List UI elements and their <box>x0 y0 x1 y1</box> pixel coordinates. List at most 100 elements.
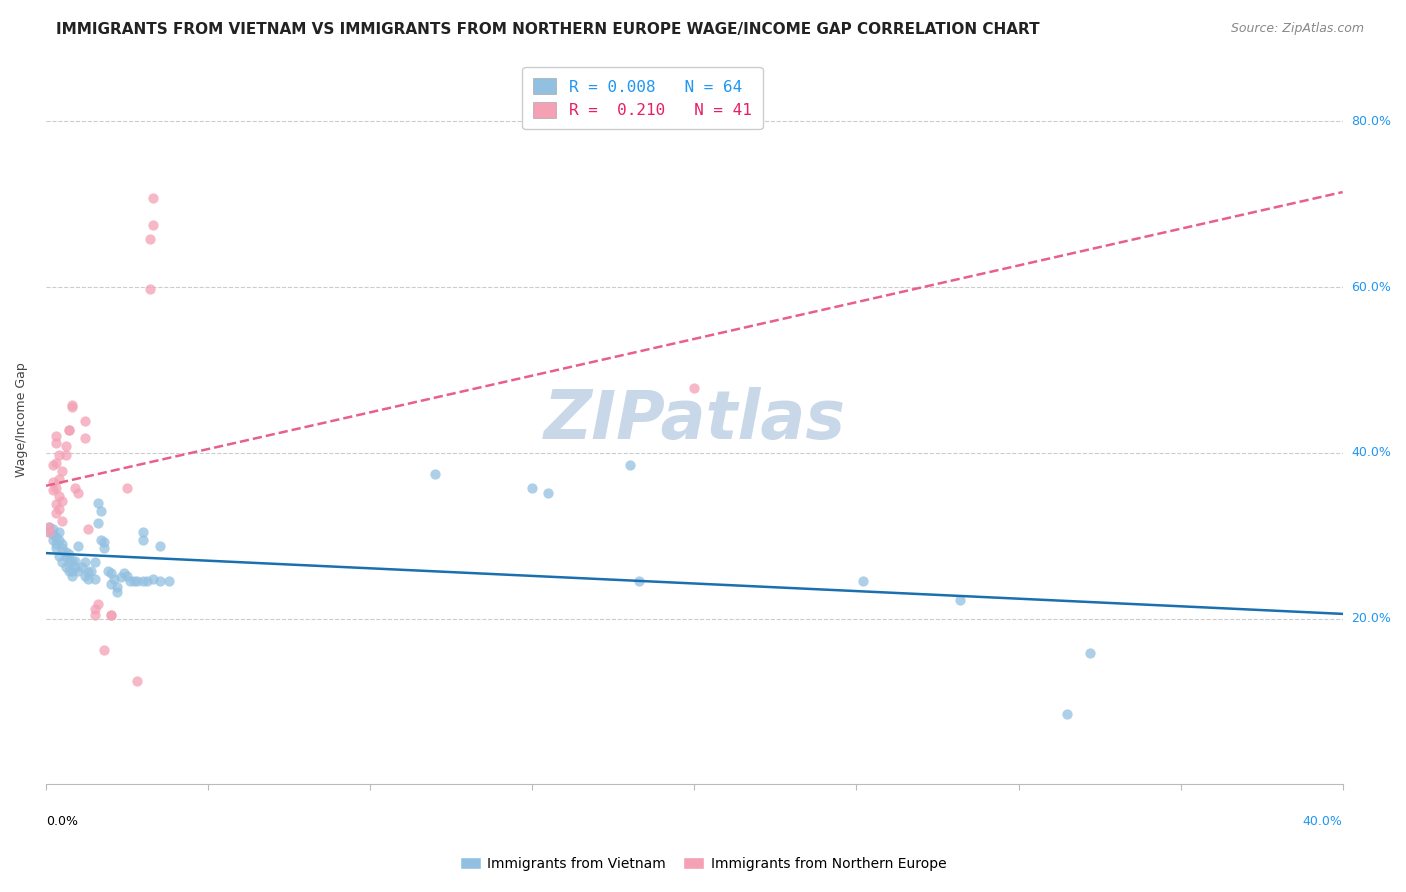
Point <box>67 485 90 500</box>
Point <box>55 549 77 564</box>
Point <box>45 481 67 495</box>
Text: 80.0%: 80.0% <box>1351 115 1391 128</box>
Point <box>51 494 73 508</box>
Point <box>97 564 120 578</box>
Point <box>135 574 157 589</box>
Point <box>73 555 96 569</box>
Point <box>83 555 105 569</box>
Point <box>1078 647 1101 661</box>
Point <box>58 423 80 437</box>
Point <box>80 564 103 578</box>
Point <box>48 533 70 547</box>
Point <box>90 533 112 547</box>
Point <box>45 497 67 511</box>
Point <box>157 574 180 589</box>
Point <box>77 522 100 536</box>
Point <box>58 564 80 578</box>
Text: Source: ZipAtlas.com: Source: ZipAtlas.com <box>1230 22 1364 36</box>
Point <box>45 537 67 551</box>
Point <box>70 560 93 574</box>
Point <box>103 572 125 586</box>
Legend: R = 0.008   N = 64, R =  0.210   N = 41: R = 0.008 N = 64, R = 0.210 N = 41 <box>522 67 762 129</box>
Point <box>142 191 165 205</box>
Point <box>852 574 875 589</box>
Text: ZIPatlas: ZIPatlas <box>543 387 845 453</box>
Point <box>45 456 67 470</box>
Point <box>93 535 115 549</box>
Point <box>1056 706 1078 721</box>
Point <box>683 381 706 395</box>
Point <box>522 481 544 495</box>
Point <box>110 570 132 584</box>
Point <box>48 502 70 516</box>
Point <box>87 597 110 611</box>
Point <box>100 607 122 622</box>
Point <box>125 673 148 688</box>
Point <box>41 483 63 498</box>
Point <box>93 541 115 556</box>
Point <box>122 574 145 589</box>
Point <box>73 414 96 428</box>
Point <box>55 545 77 559</box>
Text: IMMIGRANTS FROM VIETNAM VS IMMIGRANTS FROM NORTHERN EUROPE WAGE/INCOME GAP CORRE: IMMIGRANTS FROM VIETNAM VS IMMIGRANTS FR… <box>56 22 1040 37</box>
Point <box>100 607 122 622</box>
Point <box>125 574 148 589</box>
Point <box>41 522 63 536</box>
Point <box>423 467 446 481</box>
Point <box>60 554 83 568</box>
Point <box>38 524 60 539</box>
Point <box>58 423 80 437</box>
Point <box>142 218 165 232</box>
Point <box>65 554 87 568</box>
Point <box>60 568 83 582</box>
Point <box>619 458 641 473</box>
Point <box>115 481 138 495</box>
Point <box>60 401 83 415</box>
Y-axis label: Wage/Income Gap: Wage/Income Gap <box>15 362 28 477</box>
Text: 20.0%: 20.0% <box>1351 612 1391 625</box>
Point <box>142 572 165 586</box>
Point <box>132 524 155 539</box>
Point <box>58 547 80 561</box>
Point <box>45 429 67 443</box>
Point <box>83 601 105 615</box>
Point <box>105 585 128 599</box>
Point <box>537 485 560 500</box>
Point <box>87 516 110 531</box>
Point <box>132 533 155 547</box>
Text: 60.0%: 60.0% <box>1351 281 1391 293</box>
Point <box>51 541 73 556</box>
Point <box>41 475 63 489</box>
Point <box>132 574 155 589</box>
Point <box>45 531 67 545</box>
Point <box>65 560 87 574</box>
Point <box>41 458 63 473</box>
Text: 0.0%: 0.0% <box>46 815 79 828</box>
Point <box>51 464 73 478</box>
Point <box>83 607 105 622</box>
Point <box>105 580 128 594</box>
Point <box>100 566 122 580</box>
Point <box>45 541 67 556</box>
Point <box>90 504 112 518</box>
Point <box>67 539 90 553</box>
Point <box>55 448 77 462</box>
Point <box>949 593 972 607</box>
Point <box>48 489 70 503</box>
Point <box>55 439 77 453</box>
Point <box>58 555 80 569</box>
Point <box>45 436 67 450</box>
Point <box>73 568 96 582</box>
Point <box>139 282 162 296</box>
Point <box>73 431 96 445</box>
Point <box>67 564 90 578</box>
Point <box>55 560 77 574</box>
Point <box>41 533 63 547</box>
Point <box>93 643 115 657</box>
Point <box>51 537 73 551</box>
Point <box>100 577 122 591</box>
Point <box>83 572 105 586</box>
Point <box>38 520 60 534</box>
Point <box>60 564 83 578</box>
Point <box>120 574 142 589</box>
